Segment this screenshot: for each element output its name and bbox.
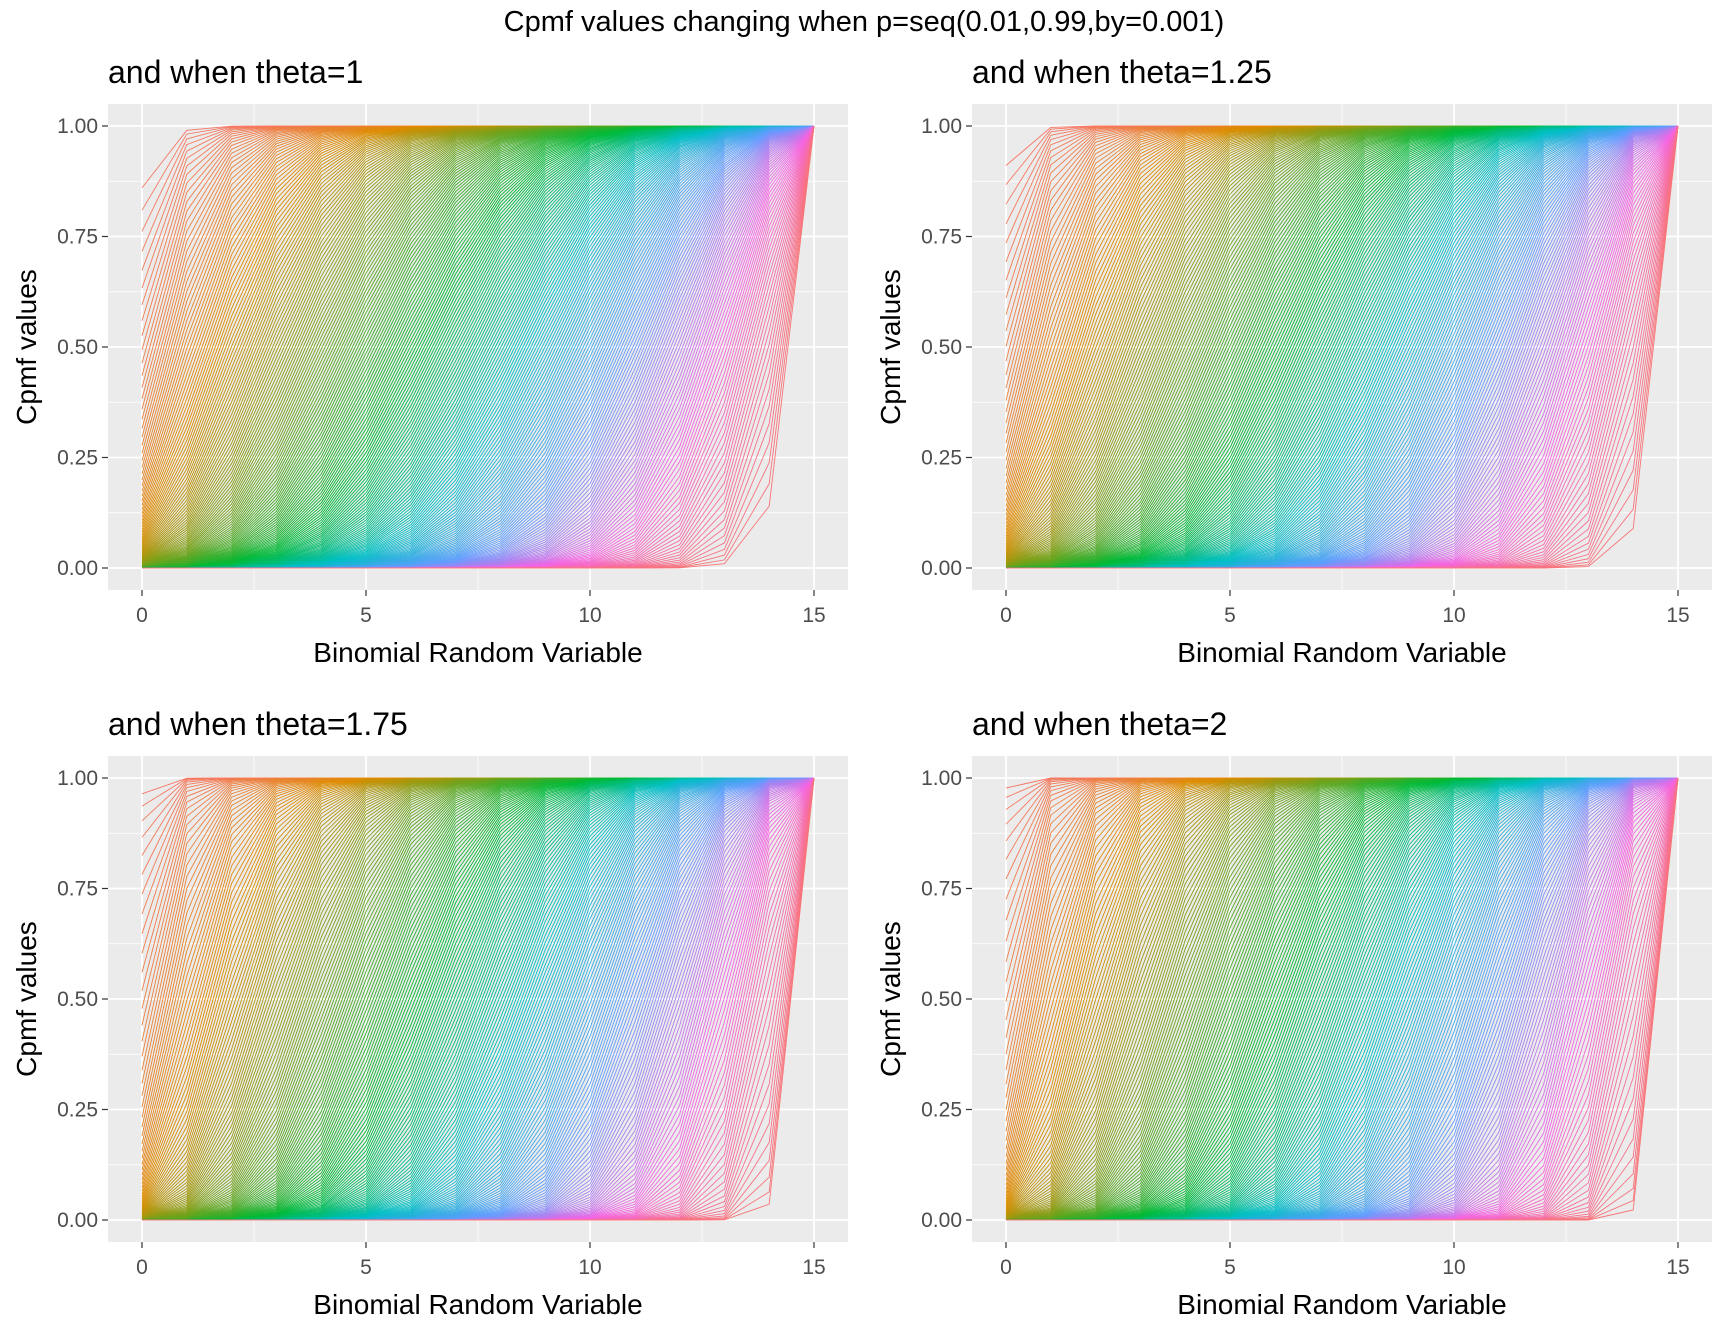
x-tick-label: 15	[1666, 1256, 1689, 1279]
y-tick-label: 0.75	[57, 878, 98, 901]
series-lines	[1005, 777, 1679, 1221]
series-lines	[141, 125, 815, 569]
x-tick-label: 0	[136, 1256, 148, 1279]
x-tick-label: 10	[1442, 1256, 1465, 1279]
y-tick-label: 0.50	[921, 336, 962, 359]
y-tick-label: 0.75	[921, 878, 962, 901]
series-lines	[141, 777, 815, 1221]
y-axis-label: Cpmf values	[11, 269, 42, 425]
cpmf-plot: 0 5 10 15 0.00 0.25 0.50 0.75 1.00 Binomial Rando…	[11, 104, 848, 668]
panel-theta-1-25: and when theta=1.25 0 5 10 15 0.00 0.25 0.50 0.…	[864, 40, 1728, 690]
series-lines	[1005, 125, 1679, 569]
series-line	[142, 125, 815, 569]
y-axis-label: Cpmf values	[875, 921, 906, 1077]
y-tick-label: 0.25	[921, 447, 962, 470]
x-tick-label: 5	[360, 604, 372, 627]
y-tick-label: 0.75	[921, 226, 962, 249]
y-axis-label: Cpmf values	[875, 269, 906, 425]
y-tick-label: 0.50	[921, 988, 962, 1011]
y-axis-label: Cpmf values	[11, 921, 42, 1077]
y-tick-label: 1.00	[57, 767, 98, 790]
y-tick-label: 1.00	[921, 767, 962, 790]
x-tick-label: 0	[136, 604, 148, 627]
y-tick-label: 1.00	[57, 115, 98, 138]
x-axis-label: Binomial Random Variable	[1177, 1289, 1506, 1320]
x-tick-label: 15	[802, 1256, 825, 1279]
panel-theta-1: and when theta=1 0 5 10 15 0.00 0.25 0.50 0.75 1…	[0, 40, 864, 690]
x-tick-label: 10	[578, 604, 601, 627]
y-tick-label: 0.00	[57, 557, 98, 580]
x-tick-label: 5	[1224, 1256, 1236, 1279]
x-tick-label: 10	[578, 1256, 601, 1279]
x-tick-label: 0	[1000, 1256, 1012, 1279]
series-line	[1006, 125, 1679, 569]
figure-title: Cpmf values changing when p=seq(0.01,0.9…	[503, 6, 1225, 38]
x-tick-label: 10	[1442, 604, 1465, 627]
x-tick-label: 15	[802, 604, 825, 627]
x-axis-label: Binomial Random Variable	[313, 1289, 642, 1320]
panel-title: and when theta=1.25	[972, 54, 1272, 90]
x-axis-label: Binomial Random Variable	[1177, 637, 1506, 668]
y-tick-label: 1.00	[921, 115, 962, 138]
cpmf-plot: 0 5 10 15 0.00 0.25 0.50 0.75 1.00 Binomial Rando…	[11, 756, 848, 1320]
x-tick-label: 5	[360, 1256, 372, 1279]
x-tick-label: 0	[1000, 604, 1012, 627]
cpmf-plot: 0 5 10 15 0.00 0.25 0.50 0.75 1.00 Binomial Rando…	[875, 104, 1712, 668]
y-tick-label: 0.25	[57, 447, 98, 470]
y-tick-label: 0.00	[921, 1209, 962, 1232]
y-tick-label: 0.00	[921, 557, 962, 580]
series-line	[1006, 777, 1679, 1221]
y-tick-label: 0.75	[57, 226, 98, 249]
panel-title: and when theta=1	[108, 54, 364, 90]
panel-title: and when theta=2	[972, 706, 1228, 742]
y-tick-label: 0.50	[57, 988, 98, 1011]
y-tick-label: 0.50	[57, 336, 98, 359]
panel-theta-2: and when theta=2 0 5 10 15 0.00 0.25 0.50 0.75 1…	[864, 692, 1728, 1342]
x-tick-label: 15	[1666, 604, 1689, 627]
panel-theta-1-75: and when theta=1.75 0 5 10 15 0.00 0.25 0.50 0.…	[0, 692, 864, 1342]
y-tick-label: 0.00	[57, 1209, 98, 1232]
y-tick-label: 0.25	[921, 1099, 962, 1122]
panel-title: and when theta=1.75	[108, 706, 408, 742]
cpmf-plot: 0 5 10 15 0.00 0.25 0.50 0.75 1.00 Binomial Rando…	[875, 756, 1712, 1320]
y-tick-label: 0.25	[57, 1099, 98, 1122]
x-axis-label: Binomial Random Variable	[313, 637, 642, 668]
x-tick-label: 5	[1224, 604, 1236, 627]
series-line	[142, 777, 815, 1221]
